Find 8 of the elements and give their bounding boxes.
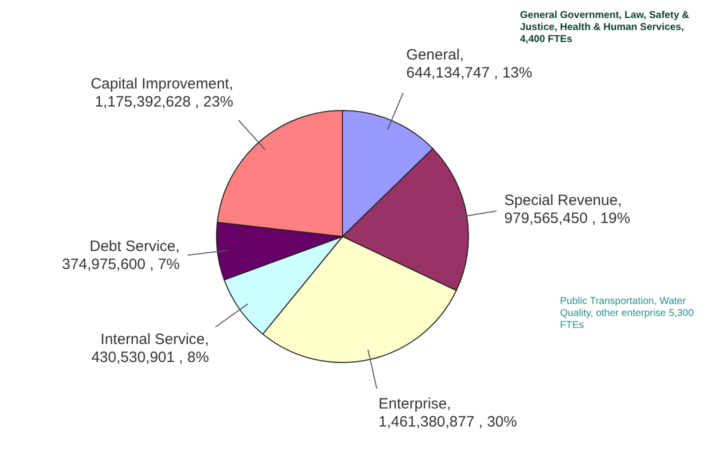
- slice-label: Enterprise, 1,461,380,877 , 30%: [378, 396, 517, 431]
- text: Public Transportation, Water Quality, other enterprise 5,300 FTEs: [560, 296, 695, 332]
- slice-label: Capital Improvement, 1,175,392,628 , 23%: [90, 75, 234, 110]
- slice-label: Internal Service, 430,530,901 , 8%: [91, 330, 209, 366]
- slice-label: Debt Service, 374,975,600 , 7%: [62, 238, 180, 274]
- slice-label: Special Revenue, 979,565,450 , 19%: [504, 192, 630, 227]
- slice-label: General, 644,134,747 , 13%: [406, 46, 532, 82]
- text: General Government, Law, Safety & Justice, Health & Human Services, 4,400 FTEs: [520, 10, 690, 46]
